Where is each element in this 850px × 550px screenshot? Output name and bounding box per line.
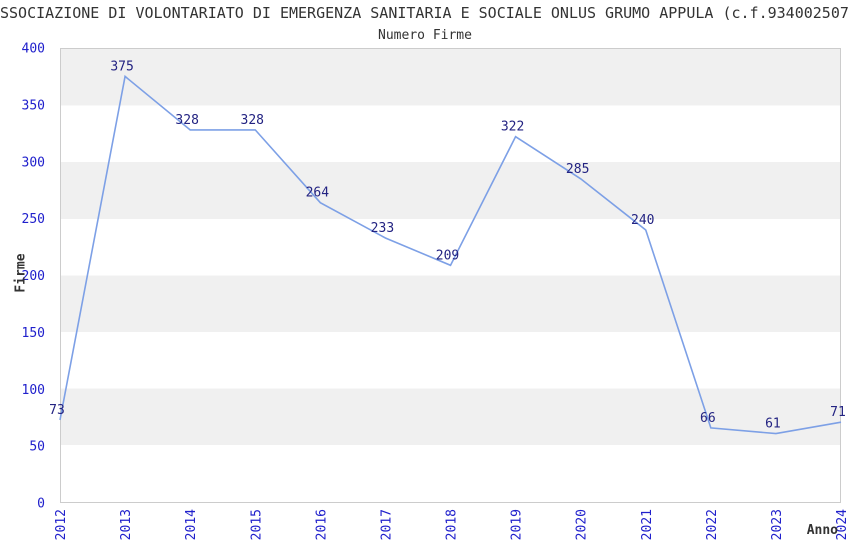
x-tick-label: 2013 [119,509,134,540]
y-tick-label: 400 [22,42,45,57]
plot-area [60,48,841,503]
y-axis-title: Firme [13,253,29,293]
y-tick-label: 100 [22,383,45,398]
x-tick-label: 2012 [54,509,69,540]
x-axis-title: Anno [806,523,838,538]
x-tick-label: 2021 [640,509,655,540]
chart-title: SSOCIAZIONE DI VOLONTARIATO DI EMERGENZA… [0,4,850,22]
x-tick-label: 2020 [575,509,590,540]
y-tick-label: 250 [22,212,45,227]
x-tick-label: 2023 [770,509,785,540]
y-tick-label: 150 [22,326,45,341]
x-tick-label: 2022 [705,509,720,540]
y-tick-label: 50 [29,440,45,455]
x-tick-label: 2016 [314,509,329,540]
y-tick-label: 300 [22,155,45,170]
x-tick-label: 2014 [184,509,199,540]
x-tick-label: 2017 [379,509,394,540]
x-tick-label: 2018 [445,509,460,540]
chart-subtitle: Numero Firme [378,28,472,43]
y-tick-label: 350 [22,98,45,113]
x-tick-label: 2015 [249,509,264,540]
y-tick-label: 0 [37,497,45,512]
x-tick-label: 2019 [510,509,525,540]
